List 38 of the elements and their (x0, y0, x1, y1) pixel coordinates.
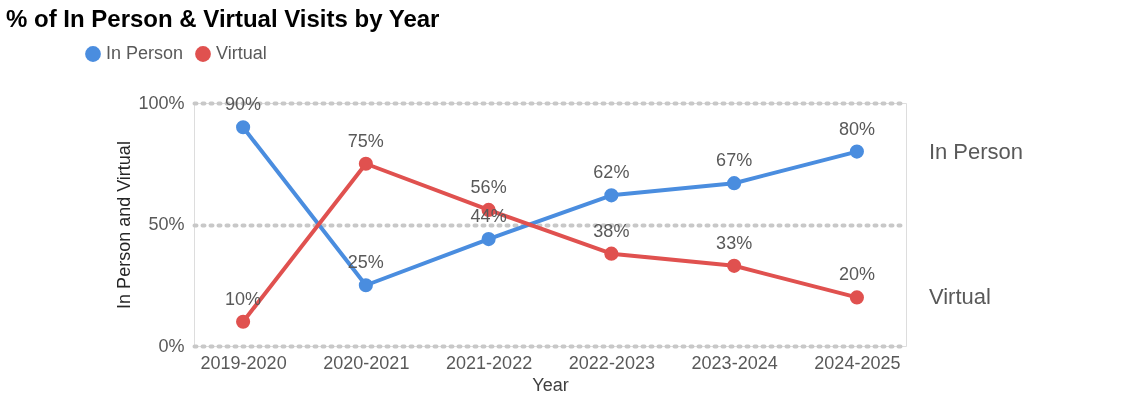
y-tick-label: 0% (158, 335, 185, 356)
point (849, 290, 864, 305)
x-axis-title: Year (532, 374, 569, 395)
data-label: 38% (593, 220, 630, 241)
point (236, 120, 251, 135)
data-label: 25% (347, 252, 384, 273)
point (604, 188, 619, 203)
data-label: 56% (470, 176, 507, 197)
y-tick-label: 50% (148, 214, 185, 234)
data-label: 75% (347, 130, 384, 151)
x-tick-label: 2019-2020 (200, 352, 287, 373)
legend-label: In Person (106, 43, 184, 63)
point (358, 156, 373, 171)
data-label: 67% (716, 150, 753, 171)
x-tick-label: 2023-2024 (691, 352, 778, 373)
data-label: 10% (225, 288, 262, 309)
x-tick-label: 2024-2025 (814, 352, 901, 373)
data-label: 62% (593, 162, 630, 183)
chart-title: % of In Person & Virtual Visits by Year (5, 5, 440, 32)
y-tick-label: 100% (138, 92, 185, 113)
text: Virtual (928, 284, 991, 310)
point (358, 278, 373, 293)
point (849, 144, 864, 159)
point (727, 258, 742, 273)
point (481, 232, 496, 247)
x-tick-label: 2022-2023 (568, 352, 655, 373)
point (727, 176, 742, 191)
point (236, 314, 251, 329)
x-tick-label: 2021-2022 (446, 352, 533, 373)
legend-label: Virtual (216, 43, 267, 63)
y-axis-title: In Person and Virtual (114, 141, 135, 309)
x-tick-label: 2020-2021 (323, 352, 410, 373)
text: In Person (928, 138, 1024, 164)
point (604, 246, 619, 261)
data-label: 20% (838, 264, 875, 285)
data-label: 90% (225, 94, 262, 115)
data-label: 80% (838, 118, 875, 139)
data-label: 33% (716, 232, 753, 253)
